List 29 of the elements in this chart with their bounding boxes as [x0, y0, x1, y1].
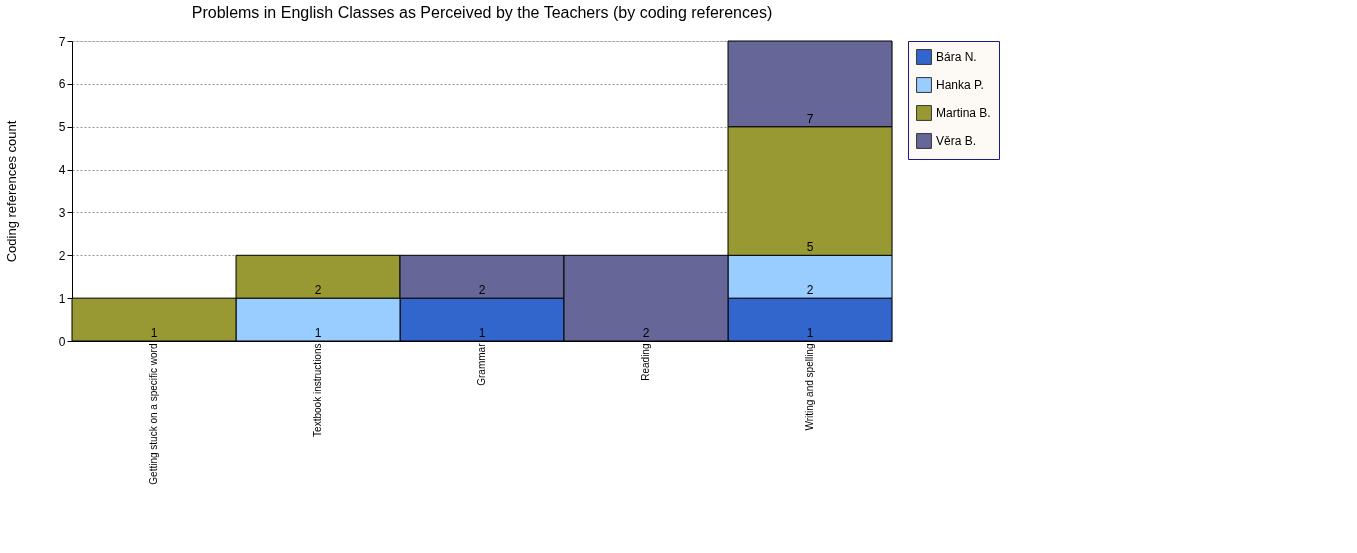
annotation: 2: [642, 326, 650, 340]
legend-label: Bára N.: [936, 50, 977, 64]
annotation: 1: [314, 326, 322, 340]
y-axis-title: Coding references count: [3, 120, 19, 263]
y-tick-label: 1: [58, 291, 66, 306]
legend-label: Věra B.: [936, 134, 977, 148]
y-tick-label: 3: [58, 205, 66, 220]
x-tick-label: Writing and spelling: [804, 343, 815, 431]
x-tick-label: Textbook instructions: [312, 343, 323, 437]
y-tick-label: 7: [58, 34, 66, 49]
annotation: 2: [806, 283, 814, 298]
annotation: 1: [478, 326, 486, 340]
annotation: 1: [806, 326, 814, 340]
legend-label: Hanka P.: [936, 78, 984, 92]
y-tick-label: 6: [58, 77, 66, 92]
x-tick-label: Getting stuck on a specific word: [148, 343, 159, 485]
annotation: 2: [314, 283, 322, 298]
annotation: 5: [806, 240, 814, 255]
x-tick-label: Grammar: [476, 342, 487, 386]
y-tick-label: 4: [58, 163, 66, 178]
annotation: 1: [150, 326, 158, 340]
y-tick-label: 2: [58, 248, 66, 263]
x-tick-label: Reading: [640, 343, 651, 381]
annotation: 7: [806, 111, 814, 126]
annotation: 2: [478, 283, 486, 298]
legend-label: Martina B.: [936, 106, 991, 120]
y-tick-label: 0: [58, 334, 66, 349]
chart-title: Problems in English Classes as Perceived by the Teachers (by coding references): [191, 4, 773, 21]
y-tick-label: 5: [58, 120, 66, 135]
